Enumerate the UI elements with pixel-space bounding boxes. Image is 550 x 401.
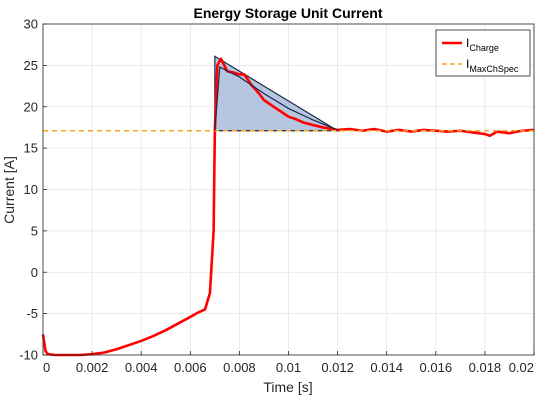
x-tick-label-7: 0.014 [370,360,403,375]
legend-label-1: IMaxChSpec [466,57,519,74]
legend-label-0: ICharge [466,36,499,53]
x-tick-label-0: 0 [43,360,50,375]
x-tick-label-10: 0.02 [509,360,534,375]
y-tick-label-4: 10 [24,182,38,197]
legend: ICharge IMaxChSpec [435,29,531,77]
y-tick-label-5: 15 [24,141,38,156]
y-tick-label-2: 0 [31,265,38,280]
y-axis: -10 -5 0 5 10 15 20 25 30 [19,17,47,363]
y-axis-title: Current [A] [1,156,17,224]
x-tick-label-6: 0.012 [321,360,354,375]
chart-title: Energy Storage Unit Current [193,5,382,21]
x-tick-label-3: 0.006 [174,360,207,375]
x-tick-label-8: 0.016 [420,360,453,375]
x-tick-label-4: 0.008 [223,360,256,375]
series-layer [41,57,535,357]
legend-box [435,29,531,77]
x-tick-label-9: 0.018 [469,360,502,375]
y-tick-label-7: 25 [24,58,38,73]
annotations [214,55,340,132]
y-tick-label-6: 20 [24,99,38,114]
x-axis: 0 0.002 0.004 0.006 0.008 0.01 0.012 0.014 0.016… [42,351,535,375]
x-tick-label-2: 0.004 [125,360,158,375]
x-tick-label-5: 0.01 [276,360,301,375]
x-axis-title: Time [s] [263,379,312,395]
trend-line [214,66,338,131]
shaded-triangle [214,55,340,132]
y-tick-label-3: 5 [31,223,38,238]
x-tick-label-1: 0.002 [76,360,109,375]
y-tick-label-0: -10 [19,348,38,363]
y-tick-label-8: 30 [24,17,38,32]
y-tick-label-1: -5 [26,306,38,321]
